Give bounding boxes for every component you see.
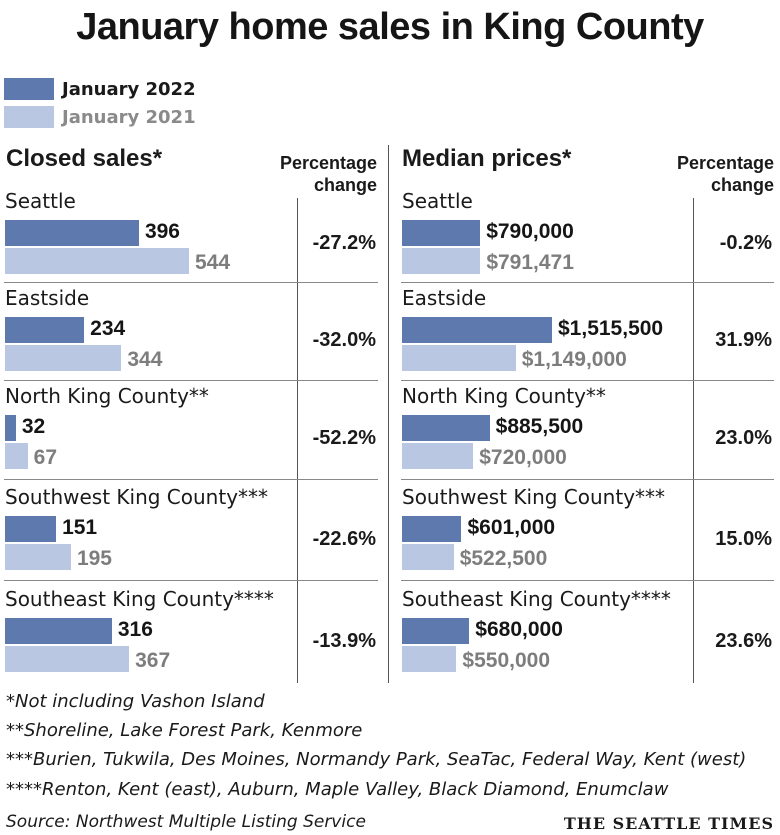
median-prices-bar-2021 <box>402 646 457 672</box>
closed-sales-pct-header: Percentage change <box>279 153 377 195</box>
closed-sales-value-2021: 344 <box>127 348 163 371</box>
closed-sales-value-2022: 234 <box>90 317 126 340</box>
closed-sales-value-2022: 316 <box>117 618 153 641</box>
median-prices-bar-2022 <box>402 220 481 246</box>
legend-label-2022: January 2022 <box>62 78 196 100</box>
footnote-4: ****Renton, Kent (east), Auburn, Maple V… <box>6 779 669 800</box>
median-prices-pct-change: 23.0% <box>715 427 772 449</box>
closed-sales-bar-2022 <box>5 415 16 441</box>
closed-sales-pct-change: -27.2% <box>312 232 376 254</box>
median-prices-value-2022: $680,000 <box>475 618 563 641</box>
closed-sales-value-2022: 396 <box>144 220 180 243</box>
chart-title: January home sales in King County <box>76 6 704 48</box>
median-prices-region-label: Seattle <box>402 189 473 213</box>
closed-sales-bar-2022 <box>5 220 139 246</box>
closed-sales-value-2021: 544 <box>195 251 231 274</box>
legend-label-2021: January 2021 <box>62 106 196 128</box>
closed-sales-pct-change: -13.9% <box>312 630 376 652</box>
median-prices-pct-change: 15.0% <box>715 528 772 550</box>
median-prices-pct-header: Percentage change <box>676 153 774 195</box>
closed-sales-value-2021: 367 <box>135 649 171 672</box>
closed-sales-value-2022: 151 <box>62 516 98 539</box>
median-prices-bar-2022 <box>402 415 490 441</box>
median-prices-region-label: Southeast King County**** <box>402 587 671 611</box>
median-prices-pct-change: -0.2% <box>719 232 772 254</box>
median-prices-region-label: Eastside <box>402 286 487 310</box>
closed-sales-bar-2021 <box>5 443 28 469</box>
median-prices-region-label: North King County** <box>402 384 606 408</box>
closed-sales-header: Closed sales* <box>6 145 163 172</box>
closed-sales-pct-change: -32.0% <box>312 329 376 351</box>
median-prices-bar-2021 <box>402 248 481 274</box>
brand-logo: THE SEATTLE TIMES <box>563 814 774 833</box>
median-prices-bar-2021 <box>402 443 474 469</box>
closed-sales-region-label: North King County** <box>5 384 209 408</box>
closed-sales-bar-2021 <box>5 646 130 672</box>
median-prices-bar-2022 <box>402 618 470 644</box>
closed-sales-value-2022: 32 <box>21 415 46 438</box>
median-prices-row-divider <box>401 580 774 581</box>
closed-sales-row-divider <box>4 479 378 480</box>
median-prices-bar-2022 <box>402 516 462 542</box>
footnote-3: ***Burien, Tukwila, Des Moines, Normandy… <box>6 749 747 770</box>
closed-sales-bar-2021 <box>5 544 71 570</box>
closed-sales-bar-2022 <box>5 516 57 542</box>
closed-sales-region-label: Southwest King County*** <box>5 485 269 509</box>
median-prices-bar-2021 <box>402 345 516 371</box>
source-note: Source: Northwest Multiple Listing Servi… <box>6 812 366 832</box>
median-prices-pct-change: 31.9% <box>715 329 772 351</box>
median-prices-value-2021: $550,000 <box>462 649 551 672</box>
legend-item-2021: January 2021 <box>4 106 196 128</box>
closed-sales-pct-divider <box>297 198 298 683</box>
median-prices-value-2021: $791,471 <box>486 251 574 274</box>
median-prices-header: Median prices* <box>402 145 572 172</box>
closed-sales-value-2021: 195 <box>76 547 112 570</box>
median-prices-value-2022: $1,515,500 <box>558 317 664 340</box>
median-prices-value-2022: $601,000 <box>467 516 556 539</box>
median-prices-value-2021: $720,000 <box>479 446 567 469</box>
closed-sales-pct-change: -52.2% <box>312 427 376 449</box>
closed-sales-pct-change: -22.6% <box>312 528 376 550</box>
median-prices-value-2021: $522,500 <box>459 547 548 570</box>
median-prices-pct-divider <box>693 198 694 683</box>
legend-item-2022: January 2022 <box>4 78 196 100</box>
footnote-1: *Not including Vashon Island <box>6 691 265 712</box>
closed-sales-row-divider <box>4 380 378 381</box>
median-prices-row-divider <box>401 380 774 381</box>
median-prices-row-divider <box>401 479 774 480</box>
closed-sales-region-label: Seattle <box>5 189 76 213</box>
median-prices-pct-change: 23.6% <box>715 630 772 652</box>
median-prices-row-divider <box>401 282 774 283</box>
median-prices-value-2021: $1,149,000 <box>521 348 627 371</box>
closed-sales-row-divider <box>4 282 378 283</box>
legend-swatch-2022 <box>4 78 54 100</box>
closed-sales-region-label: Eastside <box>5 286 90 310</box>
closed-sales-bar-2022 <box>5 317 85 343</box>
closed-sales-bar-2021 <box>5 345 122 371</box>
legend-swatch-2021 <box>4 106 54 128</box>
median-prices-bar-2022 <box>402 317 552 343</box>
closed-sales-row-divider <box>4 580 378 581</box>
closed-sales-value-2021: 67 <box>33 446 58 469</box>
median-prices-value-2022: $885,500 <box>495 415 584 438</box>
closed-sales-region-label: Southeast King County**** <box>5 587 274 611</box>
footnote-2: **Shoreline, Lake Forest Park, Kenmore <box>6 720 363 741</box>
closed-sales-bar-2021 <box>5 248 189 274</box>
median-prices-bar-2021 <box>402 544 454 570</box>
median-prices-region-label: Southwest King County*** <box>402 485 666 509</box>
closed-sales-bar-2022 <box>5 618 112 644</box>
panel-divider <box>388 145 389 683</box>
median-prices-value-2022: $790,000 <box>486 220 574 243</box>
